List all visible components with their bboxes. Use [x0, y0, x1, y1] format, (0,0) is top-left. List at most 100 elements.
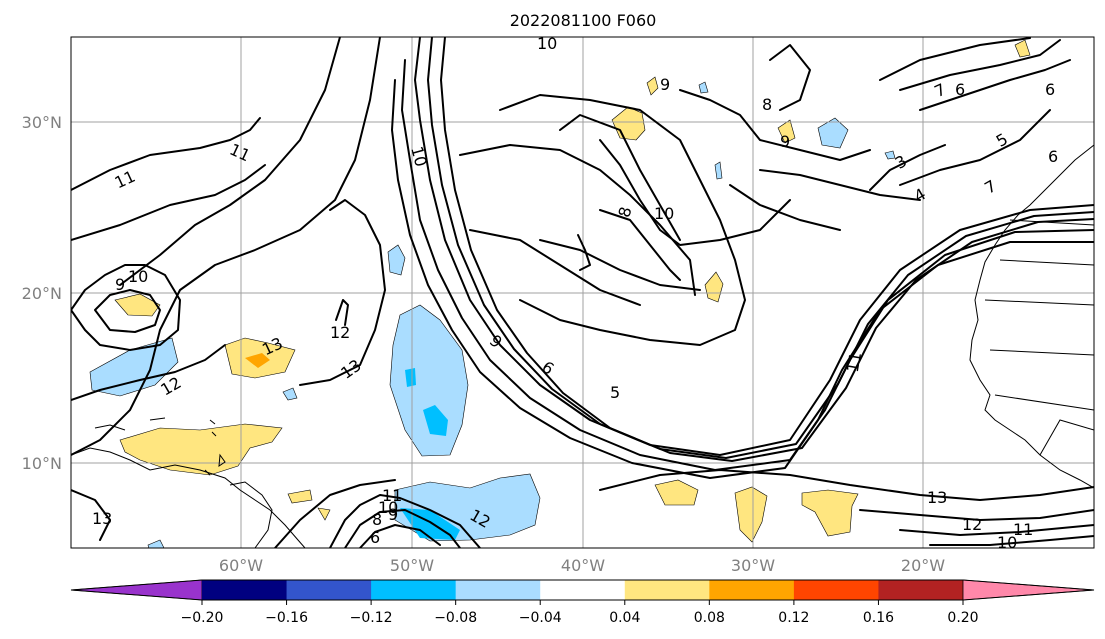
contour-line	[919, 59, 1071, 111]
contour-label: 13	[92, 509, 112, 528]
contour-line	[499, 94, 746, 346]
positive-shade	[777, 119, 796, 144]
colorbar: −0.20 −0.16 −0.12 −0.08 −0.04 0.04 0.08 0.12 0.1…	[70, 579, 1095, 626]
map-title: 2022081100 F060	[510, 11, 657, 30]
graticule	[71, 37, 1094, 548]
colorbar-segment	[709, 580, 795, 600]
contour-label: 6	[955, 80, 965, 99]
contour-line	[299, 199, 386, 386]
positive-shade	[114, 293, 161, 317]
contour-line	[679, 89, 871, 161]
colorbar-segment	[624, 580, 710, 600]
contour-label: 5	[610, 383, 620, 402]
positive-shade	[245, 353, 270, 368]
lat-tick-label: 10°N	[22, 454, 62, 473]
contour-label: 8	[762, 95, 772, 114]
positive-shade	[734, 486, 768, 543]
colorbar-segment	[793, 580, 879, 600]
lon-tick-label: 40°W	[561, 556, 605, 575]
contour-line	[769, 44, 811, 111]
latitude-axis: 30°N 20°N 10°N	[22, 113, 62, 473]
contour-line	[94, 289, 161, 333]
positive-shade	[654, 479, 699, 506]
lon-tick-label: 20°W	[901, 556, 945, 575]
contour-label: 10	[537, 34, 557, 53]
colorbar-extend-low	[70, 579, 203, 601]
contour-label: 12	[962, 515, 982, 534]
coastlines	[71, 144, 1094, 548]
contour-line	[71, 37, 381, 456]
contour-line	[929, 535, 1094, 546]
lat-tick-label: 20°N	[22, 284, 62, 303]
contour-line	[599, 139, 791, 246]
map-panel: 10 11 11 9 10 10 12 13 13 12 9 8 10 9 6 …	[71, 34, 1094, 548]
contour-label: 10	[128, 267, 148, 286]
south-america-coast	[229, 481, 273, 548]
colorbar-tick-label: 0.16	[863, 610, 894, 626]
contour-label: 12	[330, 323, 350, 342]
lat-tick-label: 30°N	[22, 113, 62, 132]
negative-shade	[405, 368, 416, 387]
contour-label: 8	[372, 510, 382, 529]
africa-borders	[984, 219, 1094, 456]
colorbar-segment	[540, 580, 626, 600]
contour-label: 11	[843, 350, 865, 373]
negative-shade	[423, 405, 448, 436]
colorbar-tick-label: −0.12	[350, 610, 393, 626]
contour-line	[71, 164, 266, 241]
contour-label: 9	[388, 505, 398, 524]
contour-line	[559, 114, 681, 241]
contour-line	[899, 109, 1051, 186]
colorbar-tick-label: 0.20	[947, 610, 978, 626]
contour-line	[401, 59, 1094, 471]
colorbar-tick-label: 0.12	[778, 610, 809, 626]
colorbar-extend-high	[962, 579, 1095, 601]
contour-label: 8	[614, 205, 635, 220]
positive-shade	[1014, 39, 1031, 58]
contour-line	[329, 494, 481, 548]
negative-shade	[147, 539, 165, 548]
negative-shade	[387, 244, 406, 276]
map-frame	[70, 36, 1095, 549]
contour-line	[335, 299, 349, 326]
colorbar-tick-label: −0.16	[265, 610, 308, 626]
negative-shade	[817, 117, 849, 149]
colorbar-tick-label: −0.08	[434, 610, 477, 626]
contour-label: 6	[370, 528, 380, 547]
longitude-axis: 60°W 50°W 40°W 30°W 20°W	[219, 556, 945, 575]
lon-tick-label: 50°W	[390, 556, 434, 575]
contour-label: 6	[1045, 80, 1055, 99]
contour-line	[759, 169, 921, 201]
positive-shade	[287, 489, 313, 504]
contour-line	[577, 234, 591, 271]
negative-shade	[698, 81, 709, 94]
contour-label: 9	[115, 275, 125, 294]
contour-line	[459, 144, 696, 296]
colorbar-segment	[286, 580, 372, 600]
contour-line	[899, 39, 1061, 91]
colorbar-tick-label: 0.08	[694, 610, 725, 626]
contour-line	[879, 37, 1031, 81]
negative-shade	[714, 161, 723, 180]
negative-shade	[884, 150, 896, 160]
contour-line	[391, 79, 1094, 479]
contour-label: 6	[1048, 147, 1058, 166]
colorbar-segment	[455, 580, 541, 600]
contour-lines	[71, 37, 1094, 548]
contour-line	[71, 489, 111, 541]
africa-coast	[969, 144, 1094, 489]
negative-shade	[282, 387, 298, 401]
caribbean-islands	[94, 417, 226, 476]
lon-tick-label: 30°W	[731, 556, 775, 575]
contour-line	[469, 229, 641, 306]
contour-line	[859, 509, 1094, 521]
contour-line	[869, 144, 946, 191]
negative-shade	[389, 304, 469, 457]
colorbar-tick-label: 0.04	[609, 610, 640, 626]
contour-line	[119, 37, 341, 286]
contour-line	[599, 469, 1094, 501]
colorbar-segment	[878, 580, 964, 600]
contour-line	[729, 184, 841, 231]
contour-label: 11	[1013, 520, 1033, 539]
